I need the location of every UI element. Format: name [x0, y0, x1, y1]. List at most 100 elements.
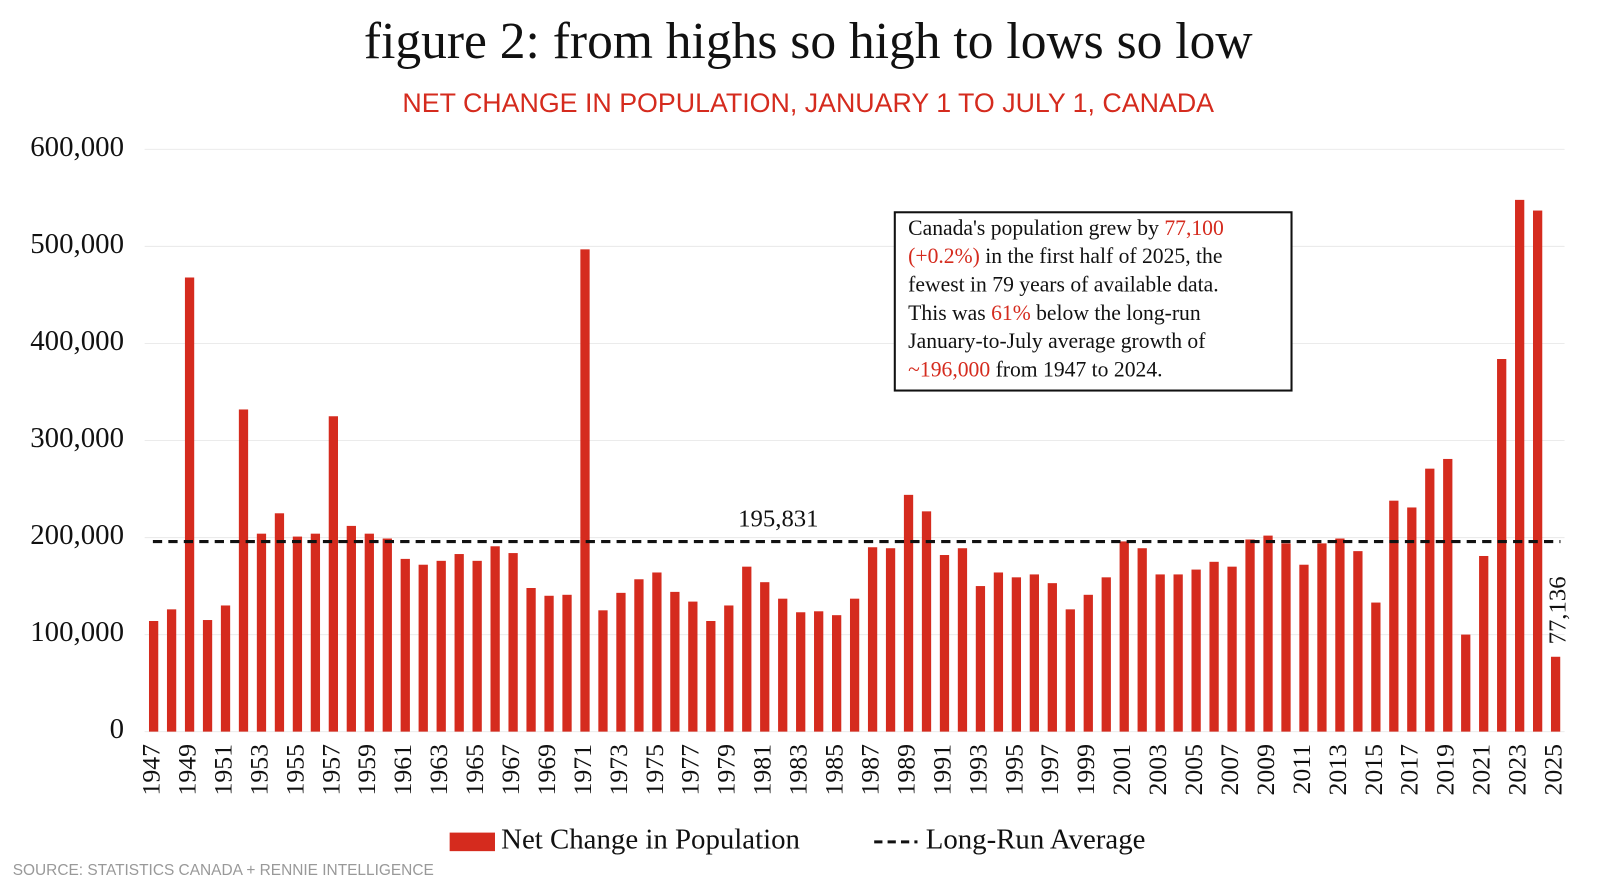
- bar: [1371, 602, 1381, 732]
- x-tick-label: 2011: [1287, 744, 1316, 795]
- x-tick-label: 2025: [1539, 744, 1568, 796]
- bar: [1245, 539, 1255, 732]
- bar: [220, 605, 231, 732]
- y-tick-label: 100,000: [30, 616, 124, 648]
- x-tick-label: 1967: [496, 744, 525, 796]
- annotation-text: from 1947 to 2024.: [990, 357, 1162, 381]
- x-tick-label: 1991: [927, 744, 956, 796]
- bar: [274, 513, 285, 732]
- annotation-text: in the first half of 2025, the: [980, 244, 1223, 268]
- data-label: 77,136: [1544, 576, 1571, 644]
- x-tick-label: 1971: [568, 744, 597, 796]
- bar: [346, 525, 356, 732]
- x-tick-label: 1989: [891, 744, 920, 796]
- bar: [508, 553, 518, 732]
- y-tick-label: 0: [110, 713, 124, 745]
- bar: [202, 620, 213, 732]
- y-tick-label: 300,000: [30, 422, 124, 454]
- annotation-text: below the long-run: [1031, 301, 1201, 325]
- bar: [526, 588, 536, 732]
- annotation-line: (+0.2%) in the first half of 2025, the: [908, 244, 1222, 268]
- y-tick-label: 500,000: [30, 228, 124, 260]
- x-tick-label: 1953: [244, 744, 273, 796]
- x-tick-label: 2017: [1395, 744, 1424, 796]
- x-tick-label: 1955: [280, 744, 309, 796]
- x-tick-label: 1959: [352, 744, 381, 796]
- bar: [778, 598, 788, 732]
- legend-label: Long-Run Average: [926, 823, 1146, 855]
- chart-subtitle: NET CHANGE IN POPULATION, JANUARY 1 TO J…: [402, 88, 1214, 118]
- bar: [1227, 566, 1237, 732]
- x-tick-label: 2005: [1179, 744, 1208, 796]
- bar: [939, 555, 950, 732]
- x-tick-label: 2015: [1359, 744, 1388, 796]
- bar: [292, 536, 303, 732]
- annotation-text: fewest in 79 years of available data.: [908, 272, 1218, 296]
- bar: [562, 594, 572, 732]
- bar: [670, 591, 680, 732]
- x-tick-label: 1973: [604, 744, 633, 796]
- bar: [634, 579, 644, 732]
- bar: [1047, 583, 1057, 732]
- annotation-text: ~196,000: [908, 357, 990, 381]
- x-tick-label: 1951: [208, 744, 237, 796]
- x-tick-label: 1995: [999, 744, 1028, 796]
- bar: [1065, 609, 1075, 732]
- bar: [849, 598, 860, 732]
- bar: [885, 548, 896, 732]
- bar: [1281, 543, 1291, 732]
- bar: [1515, 199, 1525, 732]
- annotation-line: January-to-July average growth of: [908, 329, 1206, 353]
- x-tick-label: 2019: [1431, 744, 1460, 796]
- x-tick-label: 2021: [1467, 744, 1496, 796]
- bar: [903, 494, 914, 732]
- bar: [400, 558, 410, 732]
- legend-label: Net Change in Population: [501, 823, 800, 855]
- annotation-text: This was: [908, 301, 991, 325]
- annotation-line: fewest in 79 years of available data.: [908, 272, 1218, 296]
- bar: [1335, 538, 1345, 732]
- x-tick-label: 1949: [172, 744, 201, 796]
- bar: [1443, 458, 1453, 732]
- bar: [490, 546, 500, 732]
- x-tick-label: 1999: [1071, 744, 1100, 796]
- legend-swatch: [449, 832, 495, 852]
- annotation-box: [893, 211, 1293, 392]
- bar: [796, 612, 806, 732]
- bar: [364, 533, 374, 732]
- x-tick-label: 1993: [963, 744, 992, 796]
- x-tick-label: 2007: [1215, 744, 1244, 796]
- bar: [993, 572, 1004, 732]
- annotation-text: January-to-July average growth of: [908, 329, 1206, 353]
- bar: [832, 615, 842, 732]
- bar: [760, 582, 770, 732]
- bar: [706, 620, 716, 732]
- bar: [166, 609, 177, 732]
- bar: [1011, 577, 1022, 732]
- bar: [598, 610, 608, 732]
- bar: [382, 538, 392, 732]
- x-tick-label: 1977: [676, 744, 705, 796]
- bar: [688, 601, 698, 732]
- bar: [1191, 569, 1201, 732]
- bar: [1425, 468, 1435, 732]
- bar: [1173, 574, 1183, 732]
- x-tick-label: 1979: [712, 744, 741, 796]
- x-tick-label: 2013: [1323, 744, 1352, 796]
- bar: [238, 409, 249, 732]
- bar: [580, 249, 590, 732]
- source: SOURCE: STATISTICS CANADA + RENNIE INTEL…: [13, 862, 434, 879]
- x-tick-label: 1975: [640, 744, 669, 796]
- bar: [1155, 574, 1165, 732]
- bar: [1497, 359, 1507, 732]
- bar: [1299, 564, 1309, 732]
- bar: [328, 416, 339, 732]
- y-tick-label: 600,000: [30, 131, 124, 163]
- annotation-text: 77,100: [1164, 216, 1223, 240]
- annotation-line: Canada's population grew by 77,100: [908, 216, 1224, 240]
- annotation-text: (+0.2%): [908, 244, 980, 268]
- bar: [1083, 594, 1093, 732]
- bar: [544, 595, 554, 732]
- x-tick-label: 1969: [532, 744, 561, 796]
